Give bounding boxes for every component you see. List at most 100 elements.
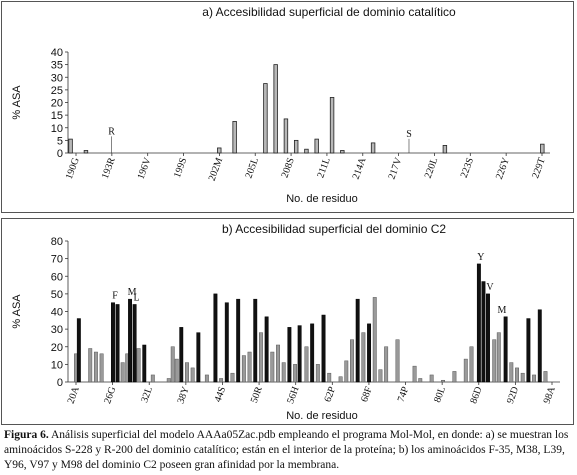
chart-a-bar xyxy=(217,147,222,154)
chart-a-bar xyxy=(68,138,73,154)
chart-b-ytick-label: 20 xyxy=(51,342,63,354)
chart-a-ylabel: % ASA xyxy=(11,85,23,120)
chart-b-ytick-label: 50 xyxy=(51,289,63,301)
chart-b-bar-gray xyxy=(204,374,209,383)
chart-b-bar-gray xyxy=(276,344,280,383)
chart-b-ytick-label: 70 xyxy=(51,254,63,266)
chart-b-xtick-label: 56H xyxy=(285,385,301,405)
chart-a-xtick-label: 226Y xyxy=(494,156,512,181)
chart-b-xtick-label: 50R xyxy=(249,385,265,405)
chart-a-bar xyxy=(83,150,89,154)
chart-b-bar-black xyxy=(142,344,147,383)
chart-b-bar-gray xyxy=(418,378,423,383)
chart-b-xlabel: No. de residuo xyxy=(286,410,358,422)
chart-b-bar-gray xyxy=(469,346,474,383)
chart-b-bar-gray xyxy=(281,362,286,383)
chart-b-bar-gray xyxy=(395,339,400,383)
chart-b-annotation: F xyxy=(112,291,118,302)
chart-a-annotation: S xyxy=(406,129,412,140)
chart-a-annotation: R xyxy=(108,126,115,137)
chart-b-bar-gray xyxy=(532,374,537,383)
chart-a-plot: a) Accesibilidad superficial de dominio … xyxy=(11,5,550,205)
chart-b-bar-gray xyxy=(174,358,179,383)
chart-b-bar-gray xyxy=(136,348,141,383)
chart-a-ytick-label: 5 xyxy=(57,135,63,147)
chart-b-bar-gray xyxy=(344,360,349,383)
chart-b-bar-black xyxy=(321,314,326,383)
chart-b-bar-black xyxy=(486,293,490,383)
chart-b-bar-gray xyxy=(170,346,175,383)
chart-b-bar-gray xyxy=(509,362,514,383)
chart-b-xtick-label: 80L xyxy=(432,385,448,404)
chart-a-bar xyxy=(442,145,448,154)
chart-b-bar-gray xyxy=(384,346,389,383)
caption-text: Análisis superficial del modelo AAAa05Za… xyxy=(4,429,569,471)
chart-b-xtick-label: 38Y xyxy=(175,385,191,405)
chart-a-xtick-label: 211L xyxy=(315,156,332,179)
chart-b-bar-gray xyxy=(378,369,383,383)
chart-a-xtick-label: 199S xyxy=(172,156,189,179)
chart-a-bar xyxy=(273,64,278,154)
chart-b-bar-gray xyxy=(492,339,497,383)
chart-b-bar-black xyxy=(115,304,120,383)
chart-b-ytick-label: 30 xyxy=(51,324,63,336)
chart-b-ytick-label: 80 xyxy=(51,236,63,248)
chart-b-bar-black xyxy=(236,298,241,383)
chart-b-xtick-label: 86D xyxy=(468,385,484,405)
chart-a-xtick-label: 190G xyxy=(64,156,82,181)
chart-b-xtick-label: 68F xyxy=(359,385,375,404)
chart-b-bar-gray xyxy=(441,379,445,383)
chart-b-bar-gray xyxy=(429,374,434,383)
chart-b-bar-gray xyxy=(241,355,246,383)
chart-b-ytick-label: 60 xyxy=(51,271,63,283)
chart-b-bar-gray xyxy=(247,351,252,383)
chart-b-bar-black xyxy=(253,298,258,383)
chart-b-bar-gray xyxy=(315,364,320,383)
chart-a-bar xyxy=(232,121,237,154)
chart-a-ytick-label: 0 xyxy=(57,148,63,160)
chart-a-xtick-label: 205L xyxy=(243,156,261,180)
chart-b-bar-black xyxy=(111,302,115,383)
chart-b-bar-black xyxy=(213,293,218,383)
chart-a-bar xyxy=(263,83,268,154)
chart-b-bar-gray xyxy=(463,358,468,383)
chart-a-xtick-label: 217V xyxy=(386,156,404,181)
chart-b-bar-black xyxy=(179,327,184,383)
chart-a-bar xyxy=(370,142,376,154)
chart-b-xtick-label: 74P xyxy=(396,385,412,404)
chart-a-bar xyxy=(314,138,319,154)
chart-a-xtick-label: 196V xyxy=(136,156,154,181)
chart-b-bar-gray xyxy=(350,339,354,383)
chart-b-panel: b) Accesibilidad superficial del dominio… xyxy=(1,218,574,425)
chart-a-xtick-label: 229T xyxy=(530,156,548,180)
chart-a-bar xyxy=(304,148,309,154)
chart-b-ytick-label: 10 xyxy=(51,359,63,371)
chart-b-bar-gray xyxy=(304,346,309,383)
chart-a-ytick-label: 40 xyxy=(51,47,63,59)
chart-a-ytick-label: 15 xyxy=(51,110,63,122)
chart-b-bar-gray xyxy=(230,372,235,383)
chart-a-ytick-label: 30 xyxy=(51,72,63,84)
chart-a-ytick-label: 25 xyxy=(51,85,63,97)
chart-b-bar-gray xyxy=(372,297,377,383)
chart-a-xtick-label: 193R xyxy=(100,156,118,180)
chart-a-ytick-label: 35 xyxy=(51,60,63,72)
chart-b-bar-gray xyxy=(452,371,457,383)
chart-a-panel: a) Accesibilidad superficial de dominio … xyxy=(1,1,574,213)
chart-b-xtick-label: 32L xyxy=(139,385,155,404)
chart-b-bar-gray xyxy=(412,365,417,383)
chart-b-bar-black xyxy=(287,327,292,383)
chart-b-bar-black xyxy=(297,325,302,383)
chart-b-bar-gray xyxy=(99,353,104,383)
chart-b-bar-black xyxy=(476,263,481,383)
chart-b-bar-gray xyxy=(361,332,366,383)
chart-b-annotation: Y xyxy=(477,252,484,263)
chart-b-plot: b) Accesibilidad superficial del dominio… xyxy=(11,222,560,422)
chart-b-bar-gray xyxy=(150,374,155,383)
chart-b-bar-black xyxy=(526,318,531,383)
chart-b-bar-gray xyxy=(543,371,548,383)
chart-a-bar xyxy=(283,118,289,154)
chart-b-annotation: L xyxy=(134,292,140,303)
chart-b-bar-black xyxy=(132,304,137,383)
chart-b-ylabel: % ASA xyxy=(11,294,23,329)
